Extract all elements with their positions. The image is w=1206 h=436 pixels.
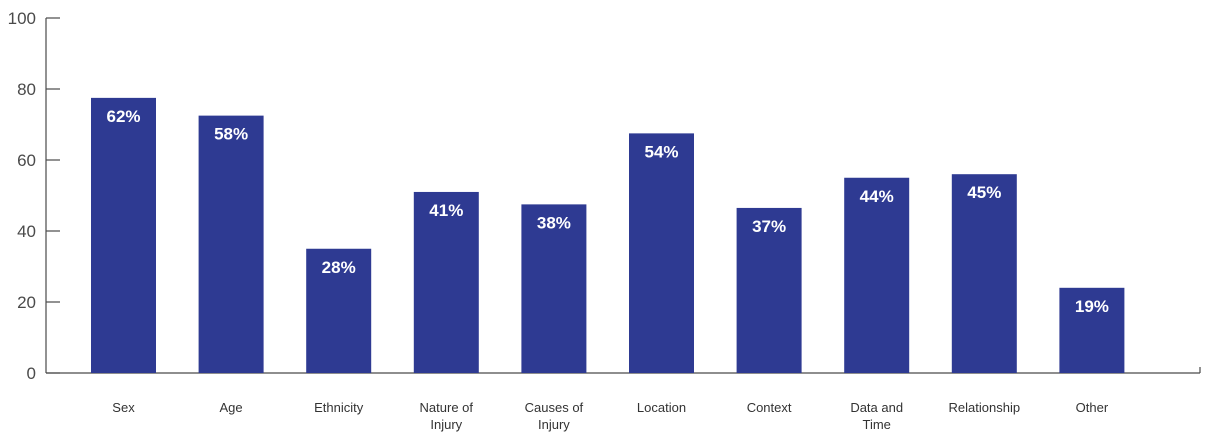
data-label-4: 38% (537, 213, 571, 232)
bar-7 (844, 177, 910, 373)
data-label-2: 28% (322, 258, 356, 277)
category-label-3: Nature of Injury (420, 400, 474, 432)
category-label-6: Context (747, 400, 792, 415)
bar-2 (306, 248, 372, 373)
category-label-7: Data and Time (850, 400, 903, 432)
y-tick-label-40: 40 (17, 222, 36, 241)
bar-9 (1059, 287, 1125, 373)
data-label-8: 45% (967, 183, 1001, 202)
bar-group (91, 97, 1125, 373)
bar-8 (951, 174, 1017, 373)
category-label-8: Relationship (949, 400, 1021, 415)
y-tick-group: 0 20 40 60 80 100 (8, 9, 60, 383)
category-label-5: Location (637, 400, 686, 415)
category-label-group: Sex Age Ethnicity Nature of Injury Causes of I… (112, 400, 1109, 432)
bar-1 (198, 115, 264, 373)
y-tick-label-60: 60 (17, 151, 36, 170)
data-label-5: 54% (644, 142, 678, 161)
category-label-9: Other (1076, 400, 1109, 415)
bar-0 (91, 97, 156, 373)
bar-6 (736, 207, 802, 373)
y-tick-label-20: 20 (17, 293, 36, 312)
y-tick-label-80: 80 (17, 80, 36, 99)
category-label-4: Causes of Injury (525, 400, 584, 432)
category-label-2: Ethnicity (314, 400, 364, 415)
bar-4 (521, 204, 587, 373)
data-label-3: 41% (429, 201, 463, 220)
category-label-1: Age (220, 400, 243, 415)
data-label-0: 62% (106, 107, 140, 126)
data-label-7: 44% (860, 187, 894, 206)
data-label-9: 19% (1075, 297, 1109, 316)
data-label-group: 62% 58% 28% 41% 38% 54% 37% 44% 45% 19% (106, 107, 1108, 316)
data-label-6: 37% (752, 217, 786, 236)
bar-3 (413, 191, 479, 373)
bar-5 (629, 133, 694, 373)
category-label-0: Sex (112, 400, 135, 415)
y-tick-label-0: 0 (27, 364, 36, 383)
data-label-1: 58% (214, 125, 248, 144)
y-tick-label-100: 100 (8, 9, 36, 28)
